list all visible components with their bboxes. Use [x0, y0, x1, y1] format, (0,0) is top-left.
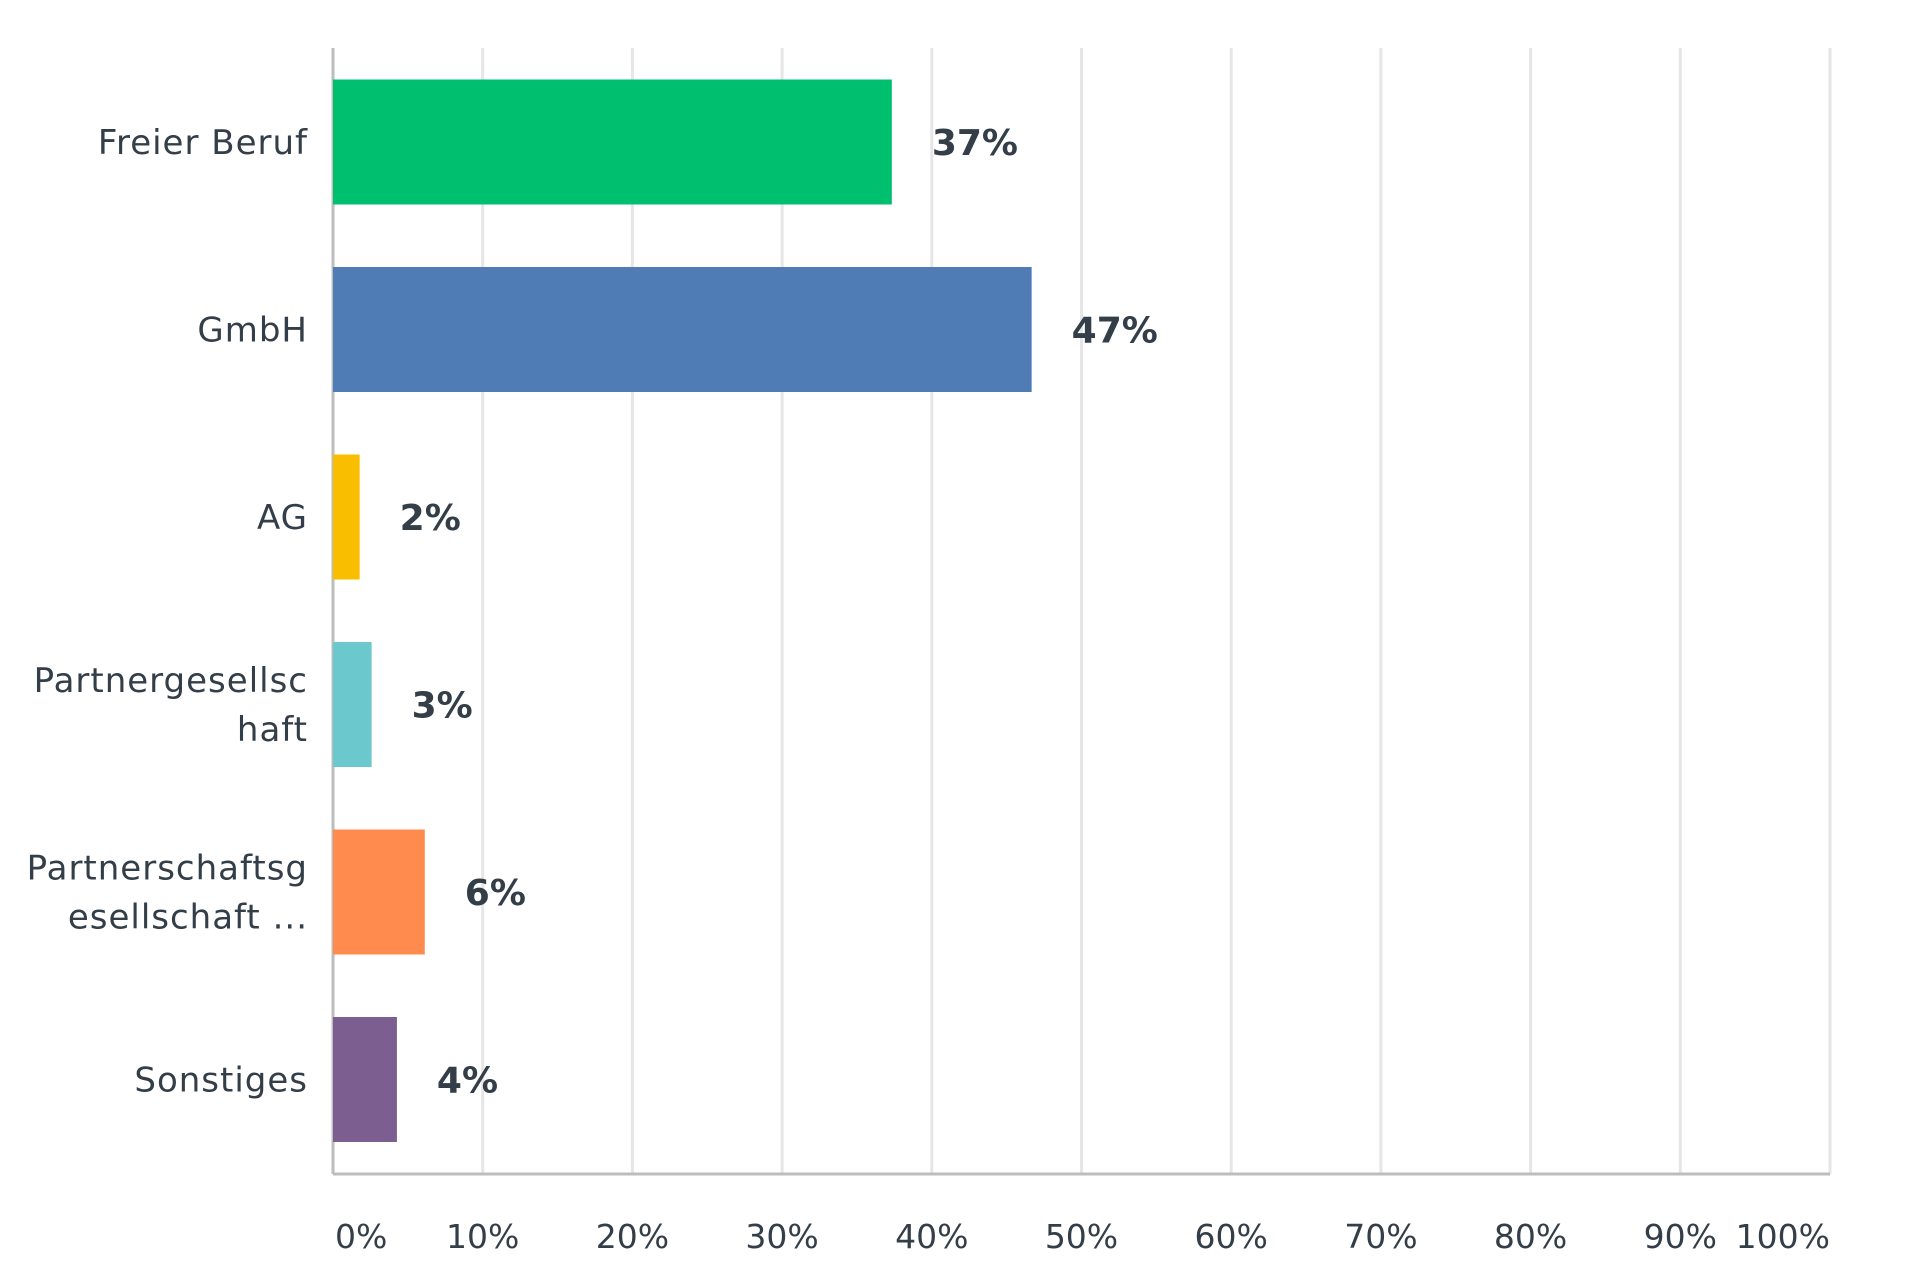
x-tick-label: 100% — [1736, 1217, 1830, 1256]
category-label-line: Partnerschaftsg — [27, 849, 308, 889]
category-label-line: esellschaft ... — [68, 898, 308, 938]
category-label-line: AG — [257, 498, 308, 538]
category-label: Partnerschaftsg esellschaft ... — [27, 849, 308, 938]
x-tick-label: 90% — [1644, 1217, 1717, 1256]
category-label-line: Sonstiges — [134, 1061, 308, 1101]
grid-layer — [331, 48, 1832, 1176]
x-tick-label: 80% — [1494, 1217, 1567, 1256]
category-label: Freier Beruf — [98, 123, 308, 163]
x-tick-label: 50% — [1045, 1217, 1118, 1256]
x-tick-label: 20% — [596, 1217, 669, 1256]
x-tick-label: 70% — [1344, 1217, 1417, 1256]
category-label: AG — [257, 498, 308, 538]
x-axis-ticks: 0% 10% 20% 30% 40% 50% 60% 70% 80% 90% 100% — [335, 1217, 1830, 1256]
data-label: 3% — [412, 686, 473, 727]
data-label: 47% — [1072, 311, 1158, 352]
category-label-line: Partnergesellsc — [34, 661, 308, 701]
category-label: Sonstiges — [134, 1061, 308, 1101]
data-label: 6% — [465, 873, 526, 914]
bars-layer — [333, 79, 1032, 1142]
data-label: 2% — [400, 498, 461, 539]
x-tick-label: 30% — [745, 1217, 818, 1256]
x-tick-label: 0% — [335, 1217, 387, 1256]
data-label: 4% — [437, 1061, 498, 1102]
labels-layer: 37% Freier Beruf 47% GmbH 2% AG 3% Partnergesel… — [27, 123, 1158, 1102]
bar[interactable] — [333, 267, 1032, 392]
category-label: GmbH — [197, 311, 308, 351]
category-label-line: haft — [237, 710, 308, 750]
data-label: 37% — [932, 123, 1018, 164]
bar[interactable] — [333, 1017, 397, 1142]
category-label-line: GmbH — [197, 311, 308, 351]
bar[interactable] — [333, 642, 372, 767]
category-label: Partnergesellsc haft — [34, 661, 308, 750]
bar[interactable] — [333, 454, 360, 580]
x-tick-label: 40% — [895, 1217, 968, 1256]
x-tick-label: 60% — [1195, 1217, 1268, 1256]
bar[interactable] — [333, 79, 892, 205]
x-tick-label: 10% — [446, 1217, 519, 1256]
category-label-line: Freier Beruf — [98, 123, 308, 163]
bar[interactable] — [333, 829, 425, 955]
